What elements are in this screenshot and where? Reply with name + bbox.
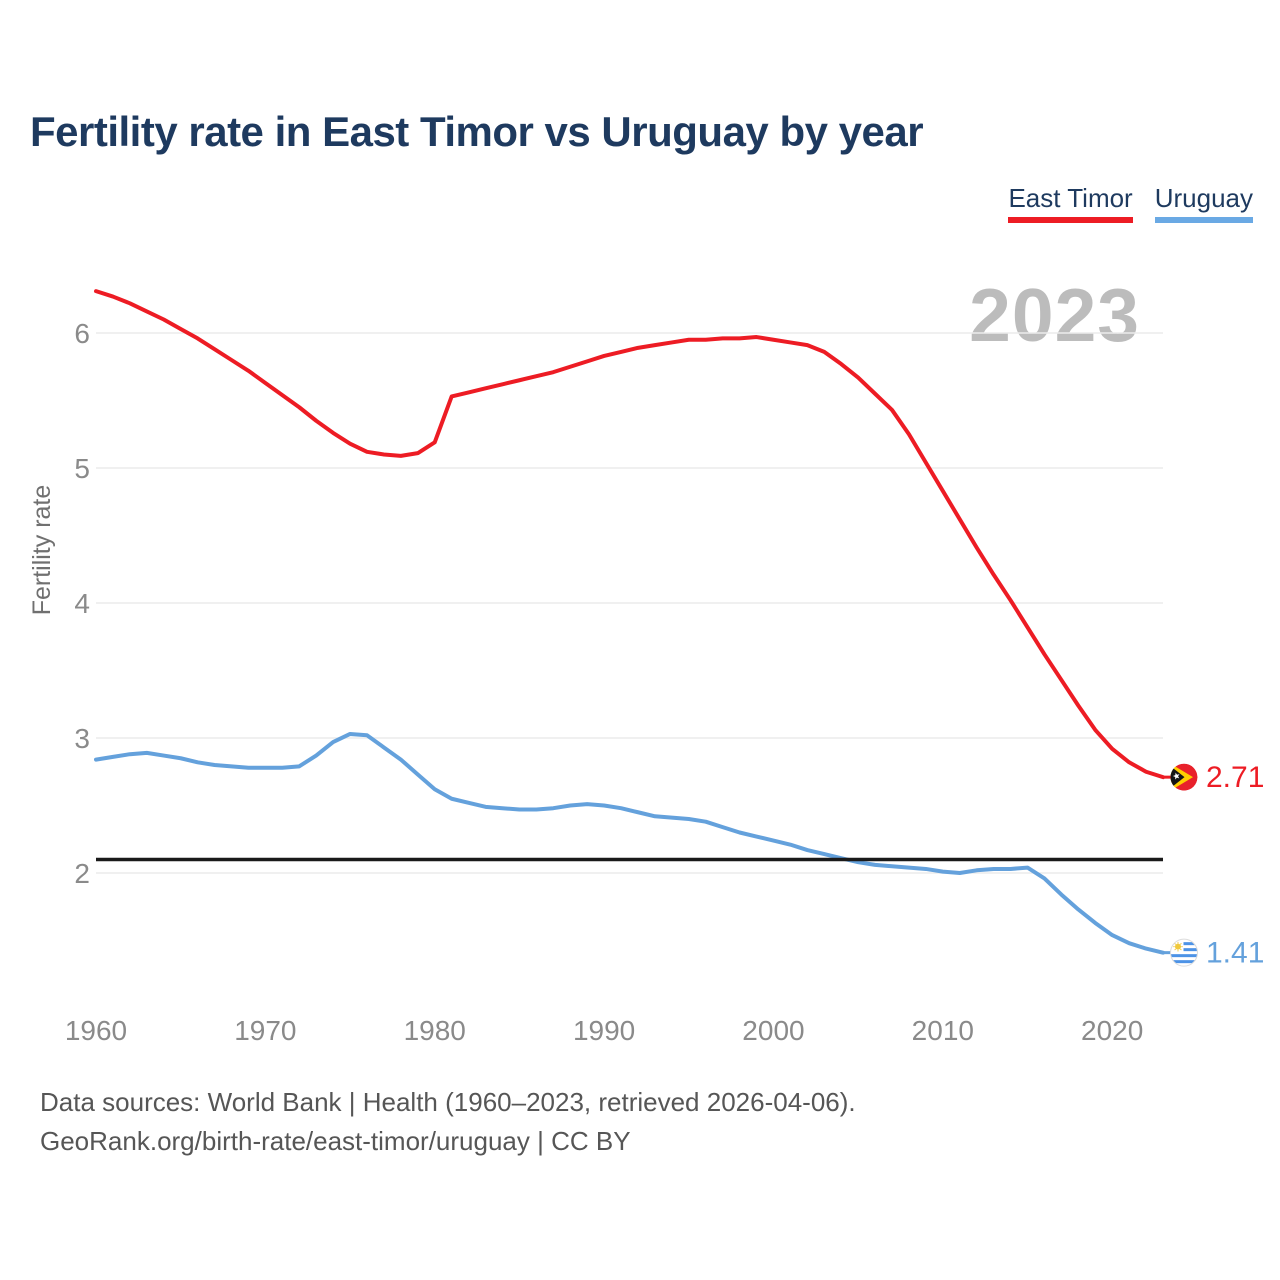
x-tick-label-2020: 2020 [1081, 1015, 1143, 1046]
x-tick-label-1980: 1980 [404, 1015, 466, 1046]
legend-item-uruguay[interactable]: Uruguay [1154, 183, 1253, 226]
y-tick-label-5: 5 [74, 453, 90, 484]
y-tick-label-2: 2 [74, 858, 90, 889]
series-line-east-timor [94, 289, 1165, 780]
y-tick-label-3: 3 [74, 723, 90, 754]
legend: East Timor Uruguay [1008, 183, 1253, 226]
hover-year-watermark: 2023 [969, 273, 1140, 357]
y-tick-label-4: 4 [74, 588, 90, 619]
flag-layer [1170, 763, 1198, 967]
x-tick-label-2000: 2000 [742, 1015, 804, 1046]
end-value-label-uruguay: 1.41 [1206, 937, 1264, 970]
end-value-label-east-timor: 2.71 [1206, 761, 1264, 794]
series-line-uruguay [94, 731, 1165, 955]
series-layer: 2.71 1.41 [94, 289, 1264, 970]
x-tick-label-1970: 1970 [234, 1015, 296, 1046]
y-axis-title: Fertility rate [28, 485, 56, 616]
uruguay-flag-icon [1170, 938, 1198, 967]
footer-attribution-line: GeoRank.org/birth-rate/east-timor/urugua… [40, 1126, 631, 1156]
legend-underline-uruguay [1154, 217, 1253, 223]
legend-label-east-timor: East Timor [1008, 183, 1133, 213]
east-timor-flag-icon [1170, 763, 1198, 791]
page-title: Fertility rate in East Timor vs Uruguay … [30, 108, 924, 155]
legend-item-east-timor[interactable]: East Timor [1008, 183, 1133, 226]
y-tick-label-6: 6 [74, 318, 90, 349]
footer: Data sources: World Bank | Health (1960–… [40, 1083, 856, 1161]
grid-layer: 2 3 4 5 6 1960 1970 1980 1990 2000 2010 2020 [65, 318, 1163, 1046]
x-tick-label-2010: 2010 [912, 1015, 974, 1046]
legend-label-uruguay: Uruguay [1154, 183, 1253, 213]
legend-underline-east-timor [1008, 217, 1133, 223]
x-tick-label-1960: 1960 [65, 1015, 127, 1046]
footer-sources-line: Data sources: World Bank | Health (1960–… [40, 1087, 856, 1117]
x-tick-label-1990: 1990 [573, 1015, 635, 1046]
